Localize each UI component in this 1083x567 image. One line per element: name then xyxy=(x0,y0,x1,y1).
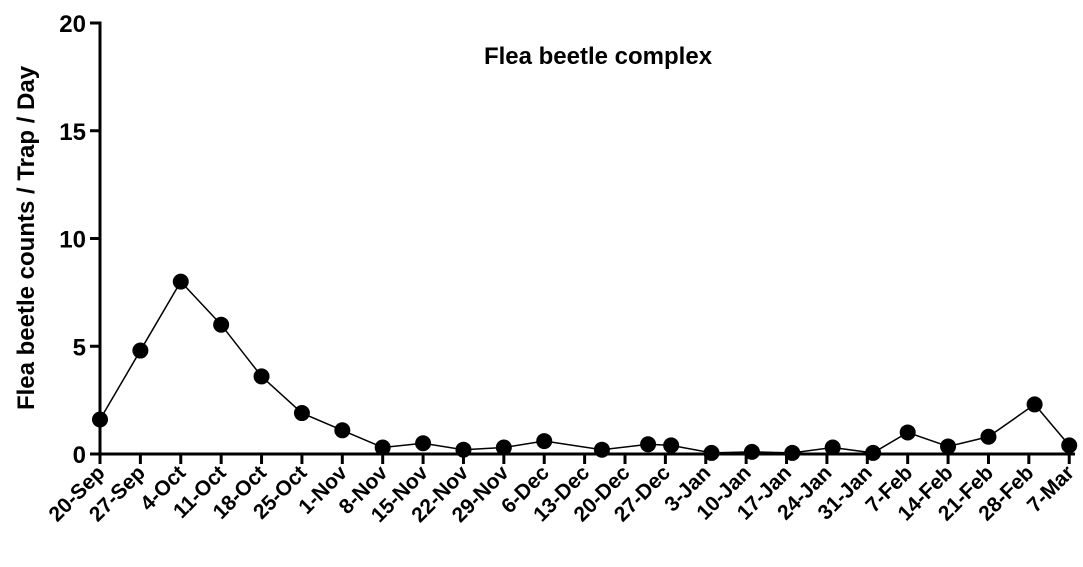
data-point xyxy=(92,411,108,428)
y-tick-label: 15 xyxy=(59,119,86,146)
data-point xyxy=(293,405,310,422)
data-point xyxy=(865,444,882,461)
data-point xyxy=(593,441,610,458)
data-point xyxy=(640,436,657,453)
data-point xyxy=(980,428,997,445)
y-axis-label: Flea beetle counts / Trap / Day xyxy=(13,65,40,410)
data-point xyxy=(663,437,680,454)
y-tick-label: 10 xyxy=(59,227,86,254)
data-point xyxy=(334,422,351,439)
data-point xyxy=(253,368,270,385)
data-point xyxy=(1061,437,1078,454)
data-point xyxy=(536,433,553,450)
data-point xyxy=(172,273,189,290)
y-tick-label: 20 xyxy=(59,11,86,38)
y-tick-label: 0 xyxy=(73,442,86,469)
y-tick-label: 5 xyxy=(73,334,86,361)
data-point xyxy=(455,441,472,458)
data-point xyxy=(824,439,841,456)
data-point xyxy=(415,435,432,452)
data-point xyxy=(940,438,957,455)
data-point xyxy=(899,424,916,441)
chart-title: Flea beetle complex xyxy=(484,43,713,70)
data-point xyxy=(743,443,760,460)
data-point xyxy=(374,439,391,456)
data-point xyxy=(495,439,512,456)
data-point xyxy=(213,316,230,333)
data-point xyxy=(784,444,801,461)
series-line xyxy=(99,280,1070,454)
data-point xyxy=(703,444,720,461)
data-point xyxy=(132,342,149,359)
data-point xyxy=(1026,396,1043,413)
x-tick-label: 7-Mar xyxy=(1023,461,1079,517)
